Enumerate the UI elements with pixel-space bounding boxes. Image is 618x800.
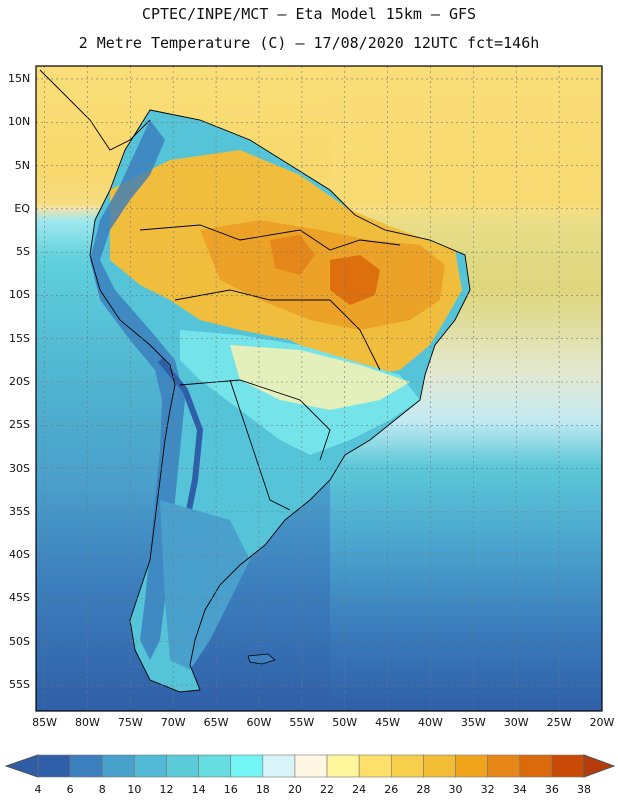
colorbar-tick-label: 26 bbox=[384, 783, 399, 796]
colorbar bbox=[4, 754, 616, 778]
colorbar-swatch bbox=[455, 754, 488, 778]
map-frame bbox=[35, 65, 603, 712]
latitude-label: 30S bbox=[9, 461, 30, 475]
longitude-label: 40W bbox=[418, 716, 443, 729]
coastlines-borders bbox=[39, 69, 471, 693]
colorbar-tick-label: 12 bbox=[159, 783, 174, 796]
colorbar-swatch bbox=[230, 754, 264, 778]
colorbar-low-arrow bbox=[4, 754, 39, 778]
longitude-label: 60W bbox=[246, 716, 272, 729]
longitude-label: 35W bbox=[460, 716, 486, 729]
colorbar-swatch bbox=[519, 754, 553, 778]
colorbar-tick-label: 24 bbox=[352, 783, 367, 796]
title-line-2: 2 Metre Temperature (C) – 17/08/2020 12U… bbox=[78, 34, 540, 52]
colorbar-tick-label: 4 bbox=[34, 783, 42, 796]
longitude-label: 25W bbox=[546, 716, 572, 729]
colorbar-tick-label: 10 bbox=[127, 783, 142, 796]
colorbar-tick-label: 6 bbox=[66, 783, 74, 796]
latitude-label: 10N bbox=[8, 115, 31, 129]
colorbar-swatch bbox=[101, 754, 135, 778]
latitude-label: 20S bbox=[9, 375, 30, 388]
colorbar-swatch bbox=[326, 754, 360, 778]
colorbar-swatch bbox=[166, 754, 199, 778]
longitude-label: 45W bbox=[375, 716, 401, 729]
longitude-label: 50W bbox=[332, 716, 358, 729]
colorbar-high-arrow bbox=[583, 754, 616, 778]
longitude-label: 70W bbox=[160, 716, 186, 729]
graticule bbox=[36, 66, 603, 711]
latitude-label: 25S bbox=[9, 418, 30, 432]
colorbar-swatch bbox=[37, 754, 71, 778]
colorbar-swatch bbox=[294, 754, 328, 778]
colorbar-swatch bbox=[69, 754, 103, 778]
colorbar-tick-label: 8 bbox=[98, 783, 106, 796]
colorbar-tick-label: 18 bbox=[255, 783, 270, 796]
longitude-label: 20W bbox=[589, 716, 615, 729]
longitude-label: 75W bbox=[117, 716, 143, 729]
colorbar-swatch bbox=[198, 754, 232, 778]
longitude-label: 85W bbox=[32, 716, 57, 729]
colorbar-tick-label: 16 bbox=[223, 783, 238, 796]
longitude-label: 30W bbox=[503, 716, 529, 729]
colorbar-swatch bbox=[487, 754, 521, 778]
colorbar-swatch bbox=[262, 754, 296, 778]
colorbar-swatch bbox=[134, 754, 167, 778]
latitude-label: EQ bbox=[14, 201, 30, 215]
latitude-label: 10S bbox=[9, 288, 30, 302]
colorbar-swatch bbox=[551, 754, 585, 778]
colorbar-tick-label: 28 bbox=[416, 783, 431, 796]
title-line-1: CPTEC/INPE/MCT – Eta Model 15km – GFS bbox=[141, 5, 477, 23]
latitude-label: 35S bbox=[9, 504, 30, 518]
colorbar-tick-label: 32 bbox=[480, 783, 495, 796]
colorbar-tick-label: 14 bbox=[191, 783, 206, 796]
colorbar-swatch bbox=[423, 754, 456, 778]
colorbar-tick-label: 20 bbox=[287, 783, 302, 796]
longitude-label: 65W bbox=[203, 716, 229, 729]
colorbar-tick-label: 30 bbox=[448, 783, 463, 796]
colorbar-tick-label: 36 bbox=[544, 783, 559, 796]
latitude-label: 15N bbox=[8, 71, 31, 85]
colorbar-tick-label: 22 bbox=[320, 783, 335, 796]
latitude-label: 5N bbox=[14, 158, 30, 172]
map-field bbox=[36, 66, 602, 711]
latitude-label: 15S bbox=[9, 331, 30, 345]
latitude-label: 45S bbox=[9, 591, 30, 605]
colorbar-swatch bbox=[358, 754, 392, 778]
latitude-label: 50S bbox=[9, 634, 30, 648]
longitude-label: 55W bbox=[289, 716, 315, 729]
colorbar-tick-label: 38 bbox=[577, 783, 591, 796]
latitude-label: 40S bbox=[9, 548, 30, 562]
colorbar-tick-label: 34 bbox=[512, 783, 527, 796]
longitude-label: 80W bbox=[75, 716, 100, 729]
colorbar-swatch bbox=[390, 754, 424, 778]
latitude-label: 5S bbox=[16, 245, 30, 259]
latitude-label: 55S bbox=[9, 678, 30, 692]
